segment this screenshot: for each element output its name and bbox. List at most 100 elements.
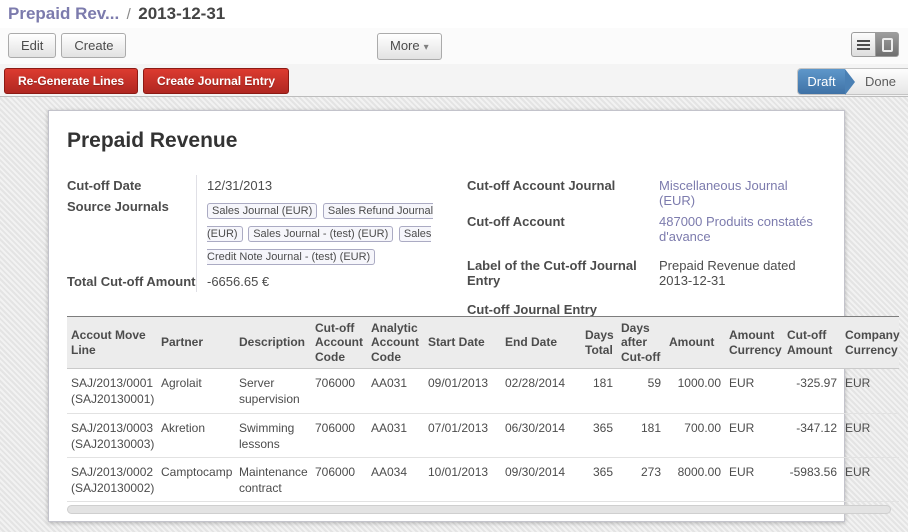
- horizontal-scrollbar[interactable]: [67, 505, 891, 515]
- form-view-icon: [881, 37, 893, 52]
- journal-entry-label-value: Prepaid Revenue dated 2013-12-31: [659, 258, 796, 288]
- journal-tag: Sales Journal (EUR): [207, 203, 318, 219]
- list-view-button[interactable]: [851, 32, 875, 57]
- journal-tags: Sales Journal (EUR) Sales Refund Journal…: [207, 199, 443, 268]
- table-cell: 181: [617, 413, 665, 458]
- create-button[interactable]: Create: [61, 33, 127, 58]
- action-bar: Re-Generate Lines Create Journal Entry D…: [0, 64, 908, 97]
- field-cutoff-date: Cut-off Date 12/31/2013: [67, 175, 447, 196]
- source-journals-value: Sales Journal (EUR) Sales Refund Journal…: [196, 196, 447, 271]
- status-done: Done: [864, 74, 897, 89]
- breadcrumb-current: 2013-12-31: [138, 4, 226, 23]
- field-cutoff-account-journal: Cut-off Account Journal Miscellaneous Jo…: [467, 175, 826, 211]
- table-header-cell: Cut-off Account Code: [311, 316, 367, 370]
- cutoff-account-journal-label: Cut-off Account Journal: [467, 178, 616, 193]
- table-header-row: Accout Move Line Partner Description Cut…: [67, 316, 900, 370]
- create-journal-entry-button[interactable]: Create Journal Entry: [143, 68, 290, 94]
- source-journals-label: Source Journals: [67, 199, 169, 214]
- list-view-icon: [857, 39, 870, 50]
- status-draft: Draft: [798, 69, 855, 95]
- journal-entry-label-label: Label of the Cut-off Journal Entry: [467, 258, 637, 288]
- regenerate-lines-button[interactable]: Re-Generate Lines: [4, 68, 139, 94]
- table-cell: SAJ/2013/0003 (SAJ20130003): [67, 413, 157, 458]
- field-journal-entry-label: Label of the Cut-off Journal Entry Prepa…: [467, 255, 826, 291]
- field-group-right: Cut-off Account Journal Miscellaneous Jo…: [467, 175, 826, 320]
- table-cell: EUR: [841, 457, 899, 503]
- table-cell: Maintenance contract: [235, 457, 311, 503]
- journal-tag: Sales Journal - (test) (EUR): [248, 226, 394, 242]
- more-button[interactable]: More ▾: [377, 33, 442, 60]
- table-cell: -325.97: [783, 368, 841, 414]
- table-header-cell: Days Total: [581, 316, 617, 370]
- table-header-cell: Start Date: [424, 316, 501, 370]
- breadcrumb: Prepaid Rev... / 2013-12-31: [0, 0, 908, 28]
- table-header-cell: Company Currency: [841, 316, 900, 370]
- table-cell: EUR: [841, 368, 899, 414]
- table-header-cell: Amount: [665, 316, 725, 370]
- field-group-left: Cut-off Date 12/31/2013 Source Journals …: [67, 175, 447, 320]
- field-groups: Cut-off Date 12/31/2013 Source Journals …: [67, 175, 826, 320]
- table-cell: 06/30/2014: [501, 413, 581, 458]
- table-cell: AA034: [367, 457, 424, 503]
- control-panel: Edit Create More ▾: [0, 28, 908, 64]
- table-cell: 365: [581, 413, 617, 458]
- more-button-label: More: [390, 38, 420, 53]
- table-cell: 1000.00: [665, 368, 725, 414]
- table-cell: 02/28/2014: [501, 368, 581, 414]
- table-cell: 706000: [311, 413, 367, 458]
- table-cell: -5983.56: [783, 457, 841, 503]
- table-cell: Swimming lessons: [235, 413, 311, 458]
- table-cell: Server supervision: [235, 368, 311, 414]
- table-cell: Camptocamp: [157, 457, 235, 503]
- table-cell: 8000.00: [665, 457, 725, 503]
- table-cell: 09/30/2014: [501, 457, 581, 503]
- table-cell: AA031: [367, 413, 424, 458]
- table-row[interactable]: SAJ/2013/0002 (SAJ20130002) Camptocamp M…: [67, 457, 899, 503]
- cutoff-account-journal-link[interactable]: Miscellaneous Journal (EUR): [659, 178, 788, 208]
- table-header-cell: Description: [235, 316, 311, 370]
- field-source-journals: Source Journals Sales Journal (EUR) Sale…: [67, 196, 447, 271]
- form-view-button[interactable]: [875, 32, 899, 57]
- table-header-cell: Days after Cut-off: [617, 316, 665, 370]
- table-row[interactable]: SAJ/2013/0001 (SAJ20130001) Agrolait Ser…: [67, 368, 899, 414]
- table-cell: 706000: [311, 457, 367, 503]
- table-header-cell: Accout Move Line: [67, 316, 157, 370]
- field-total-cutoff-amount: Total Cut-off Amount -6656.65 €: [67, 271, 447, 292]
- table-cell: 09/01/2013: [424, 368, 501, 414]
- content-background: Prepaid Revenue Cut-off Date 12/31/2013 …: [0, 97, 908, 532]
- cutoff-lines-table-wrap: Accout Move Line Partner Description Cut…: [67, 316, 900, 515]
- table-header-cell: Cut-off Amount: [783, 316, 841, 370]
- table-cell: AA031: [367, 368, 424, 414]
- table-cell: EUR: [725, 368, 783, 414]
- chevron-down-icon: ▾: [423, 42, 429, 53]
- table-cell: SAJ/2013/0001 (SAJ20130001): [67, 368, 157, 414]
- table-cell: Agrolait: [157, 368, 235, 414]
- table-row[interactable]: SAJ/2013/0003 (SAJ20130003) Akretion Swi…: [67, 413, 899, 458]
- table-cell: EUR: [841, 413, 899, 458]
- table-header-cell: Analytic Account Code: [367, 316, 424, 370]
- total-cutoff-amount-label: Total Cut-off Amount: [67, 274, 196, 289]
- cutoff-account-link[interactable]: 487000 Produits constatés d'avance: [659, 214, 813, 244]
- table-header-cell: Partner: [157, 316, 235, 370]
- edit-button[interactable]: Edit: [8, 33, 57, 58]
- table-cell: 273: [617, 457, 665, 503]
- table-cell: 59: [617, 368, 665, 414]
- statusbar: Draft Done: [797, 68, 908, 95]
- page-title: Prepaid Revenue: [67, 129, 238, 152]
- table-cell: 706000: [311, 368, 367, 414]
- table-cell: EUR: [725, 413, 783, 458]
- table-cell: EUR: [725, 457, 783, 503]
- cutoff-lines-table: Accout Move Line Partner Description Cut…: [67, 316, 900, 503]
- table-cell: 700.00: [665, 413, 725, 458]
- table-cell: SAJ/2013/0002 (SAJ20130002): [67, 457, 157, 503]
- table-cell: -347.12: [783, 413, 841, 458]
- cutoff-date-label: Cut-off Date: [67, 178, 142, 193]
- cutoff-account-label: Cut-off Account: [467, 214, 565, 229]
- breadcrumb-parent-link[interactable]: Prepaid Rev...: [8, 4, 120, 23]
- table-cell: Akretion: [157, 413, 235, 458]
- field-cutoff-journal-entry: Cut-off Journal Entry: [467, 299, 826, 320]
- table-cell: 10/01/2013: [424, 457, 501, 503]
- table-header-cell: End Date: [501, 316, 581, 370]
- table-cell: 07/01/2013: [424, 413, 501, 458]
- cutoff-journal-entry-label: Cut-off Journal Entry: [467, 302, 597, 317]
